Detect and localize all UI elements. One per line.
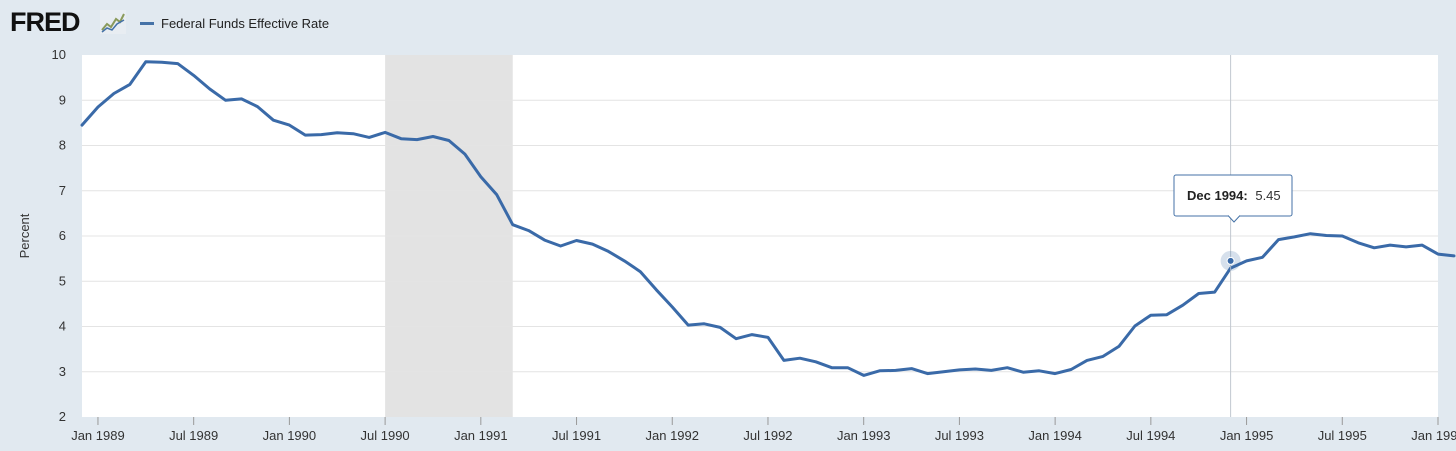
x-tick-label: Jan 1996	[1411, 428, 1456, 443]
chart-legend[interactable]: Federal Funds Effective Rate	[140, 13, 329, 33]
x-tick-label: Jan 1995	[1220, 428, 1274, 443]
legend-swatch	[140, 21, 154, 25]
y-tick-label: 8	[59, 138, 66, 153]
y-tick-label: 7	[59, 183, 66, 198]
tooltip: Dec 1994: 5.45	[1173, 174, 1293, 223]
y-tick-label: 5	[59, 273, 66, 288]
x-tick-label: Jan 1989	[71, 428, 125, 443]
chart-header: FRED Federal Funds Effective Rate	[0, 0, 1456, 46]
x-tick-label: Jul 1992	[743, 428, 792, 443]
x-tick-label: Jan 1990	[263, 428, 317, 443]
x-tick-label: Jul 1995	[1318, 428, 1367, 443]
y-tick-label: 9	[59, 92, 66, 107]
tooltip-pointer	[1227, 215, 1241, 223]
y-tick-label: 6	[59, 228, 66, 243]
y-axis-label: Percent	[17, 213, 32, 258]
series-line	[80, 60, 1456, 377]
y-tick-label: 4	[59, 319, 66, 334]
x-tick-label: Jul 1989	[169, 428, 218, 443]
x-tick-label: Jan 1991	[454, 428, 508, 443]
tooltip-date: Dec 1994:	[1187, 188, 1248, 203]
x-tick-label: Jul 1993	[935, 428, 984, 443]
tooltip-value: 5.45	[1255, 188, 1280, 203]
x-tick-label: Jan 1993	[837, 428, 891, 443]
line-chart-icon	[100, 10, 126, 34]
highlight-point	[1226, 256, 1235, 265]
y-tick-label: 2	[59, 409, 66, 424]
y-tick-label: 3	[59, 364, 66, 379]
x-tick-label: Jan 1994	[1028, 428, 1082, 443]
svg-text:Dec 1994: 5.45: Dec 1994: 5.45	[1187, 188, 1281, 203]
x-tick-label: Jul 1994	[1126, 428, 1175, 443]
legend-label: Federal Funds Effective Rate	[161, 15, 330, 31]
y-tick-label: 10	[52, 47, 66, 62]
fred-logo[interactable]: FRED	[10, 7, 80, 37]
x-tick-label: Jul 1990	[361, 428, 410, 443]
x-tick-label: Jul 1991	[552, 428, 601, 443]
x-tick-label: Jan 1992	[646, 428, 700, 443]
